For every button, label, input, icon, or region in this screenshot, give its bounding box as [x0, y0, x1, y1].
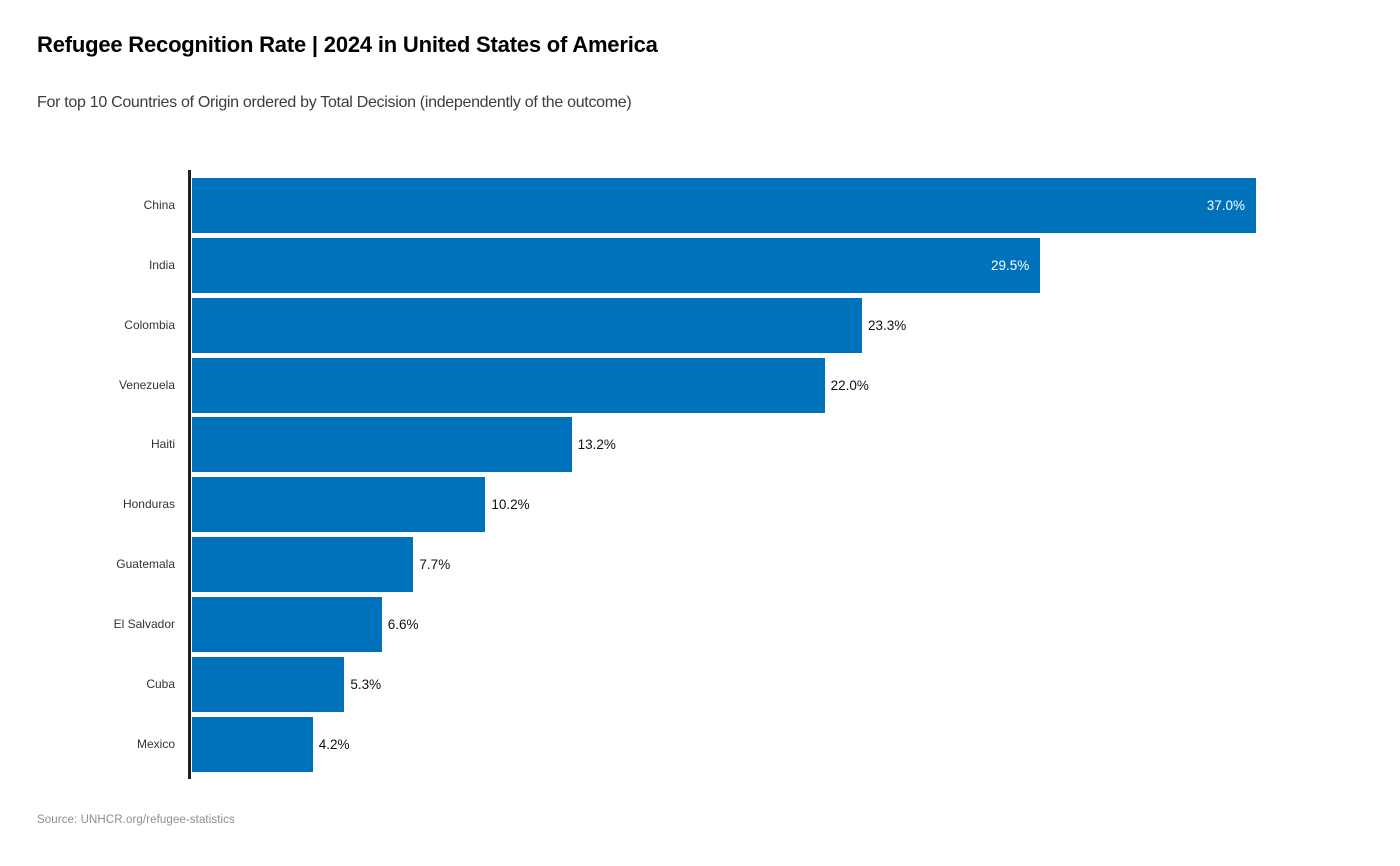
page-subtitle: For top 10 Countries of Origin ordered b…	[37, 94, 632, 111]
bar-value-label: 6.6%	[387, 616, 419, 632]
category-label: India	[148, 257, 175, 272]
bar	[192, 297, 863, 353]
bar-row: Mexico 4.2%	[0, 716, 1400, 772]
bar-value-label: 4.2%	[318, 736, 350, 752]
page-title: Refugee Recognition Rate | 2024 in Unite…	[37, 32, 658, 57]
bar	[192, 357, 825, 413]
bar-row: Cuba 5.3%	[0, 656, 1400, 712]
category-label: Guatemala	[116, 557, 175, 572]
category-label: Colombia	[124, 317, 175, 332]
bar	[192, 716, 313, 772]
bar	[192, 596, 382, 652]
category-label: Cuba	[146, 676, 175, 691]
bar-row: Honduras 10.2%	[0, 477, 1400, 533]
category-label: Honduras	[122, 497, 175, 512]
bar-value-label: 22.0%	[830, 377, 869, 393]
category-label: Haiti	[150, 437, 175, 452]
source-text: Source: UNHCR.org/refugee-statistics	[37, 814, 235, 826]
bar-chart: China 37.0% India 29.5% Colombia 23.3% Venezue…	[0, 170, 1400, 779]
bar	[192, 237, 1041, 293]
bar-value-label: 7.7%	[419, 557, 451, 573]
bar	[192, 537, 414, 593]
category-label: El Salvador	[113, 616, 175, 631]
bar	[192, 417, 572, 473]
bar-row: China 37.0%	[0, 178, 1400, 233]
bar-value-label: 5.3%	[350, 676, 382, 692]
bar-value-label: 13.2%	[577, 437, 616, 453]
bar-value-label: 23.3%	[868, 317, 907, 333]
bar	[192, 178, 1256, 233]
bar-value-label: 37.0%	[1206, 198, 1245, 213]
bar-row: Guatemala 7.7%	[0, 537, 1400, 593]
bar-row: India 29.5%	[0, 237, 1400, 293]
bar-row: Venezuela 22.0%	[0, 357, 1400, 413]
bar-value-label: 10.2%	[491, 497, 530, 513]
y-axis-line	[188, 170, 191, 779]
bar	[192, 656, 345, 712]
bar-row: El Salvador 6.6%	[0, 596, 1400, 652]
bar	[192, 477, 486, 533]
bar-value-label: 29.5%	[991, 257, 1030, 273]
category-label: China	[143, 198, 175, 212]
bar-row: Colombia 23.3%	[0, 297, 1400, 353]
bar-row: Haiti 13.2%	[0, 417, 1400, 473]
category-label: Mexico	[136, 736, 175, 751]
category-label: Venezuela	[118, 377, 175, 392]
